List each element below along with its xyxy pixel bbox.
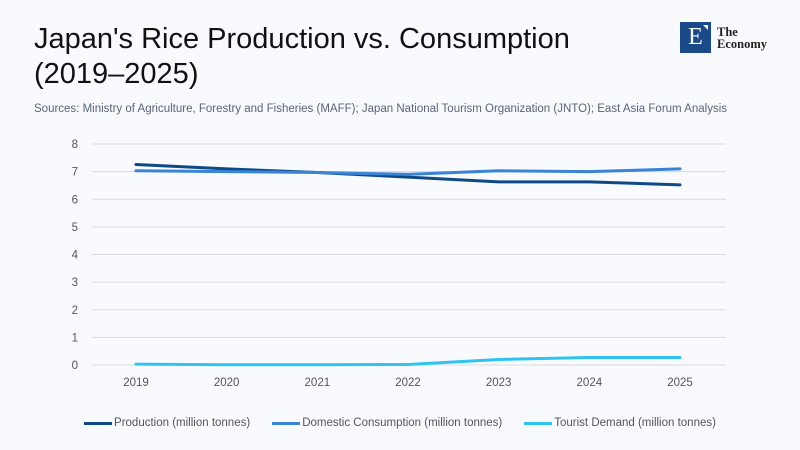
series-line-0	[134, 162, 682, 187]
logo-text-line1: The	[717, 24, 738, 39]
legend-swatch	[272, 421, 301, 425]
logo-e-icon: E	[680, 22, 711, 53]
x-tick-label: 2022	[395, 377, 421, 389]
x-axis-ticks: 2019 2020 2021 2022 2023 2024 2025	[123, 377, 693, 389]
x-tick-label: 2020	[214, 377, 240, 389]
chart-title: Japan's Rice Production vs. Consumption …	[34, 22, 570, 92]
chart-legend: Production (million tonnes) Domestic Cons…	[0, 417, 800, 429]
y-tick-label: 5	[72, 222, 78, 234]
legend-item: Domestic Consumption (million tonnes)	[272, 417, 502, 429]
legend-swatch	[84, 421, 113, 425]
series-line-2	[134, 356, 682, 367]
y-axis-ticks: 0 1 2 3 4 5 6 7 8	[72, 139, 79, 372]
logo-text-line2: Economy	[717, 36, 767, 51]
legend-item: Production (million tonnes)	[84, 417, 250, 429]
y-tick-label: 3	[72, 277, 78, 289]
y-tick-label: 1	[72, 332, 78, 344]
x-tick-label: 2021	[305, 377, 331, 389]
legend-label: Tourist Demand (million tonnes)	[554, 417, 716, 429]
legend-label: Domestic Consumption (million tonnes)	[302, 417, 503, 429]
y-tick-label: 8	[72, 139, 78, 151]
chart-title-line1: Japan's Rice Production vs. Consumption	[34, 23, 570, 55]
series-lines	[134, 162, 682, 367]
x-tick-label: 2023	[486, 377, 512, 389]
legend-item: Tourist Demand (million tonnes)	[524, 417, 716, 429]
logo-text: The Economy	[717, 24, 767, 51]
chart-title-line2: (2019–2025)	[34, 58, 199, 90]
legend-label: Production (million tonnes)	[114, 417, 251, 429]
x-tick-label: 2024	[577, 377, 603, 389]
x-tick-label: 2025	[667, 377, 693, 389]
x-tick-label: 2019	[123, 377, 149, 389]
legend-swatch	[524, 421, 553, 425]
sources-note: Sources: Ministry of Agriculture, Forest…	[34, 103, 728, 115]
y-tick-label: 4	[72, 250, 79, 262]
y-tick-label: 2	[72, 305, 78, 317]
y-tick-label: 7	[72, 167, 78, 179]
y-tick-label: 6	[72, 194, 78, 206]
the-economy-logo: E The Economy	[680, 22, 767, 53]
y-tick-label: 0	[72, 360, 78, 372]
series-line-1	[134, 167, 682, 176]
